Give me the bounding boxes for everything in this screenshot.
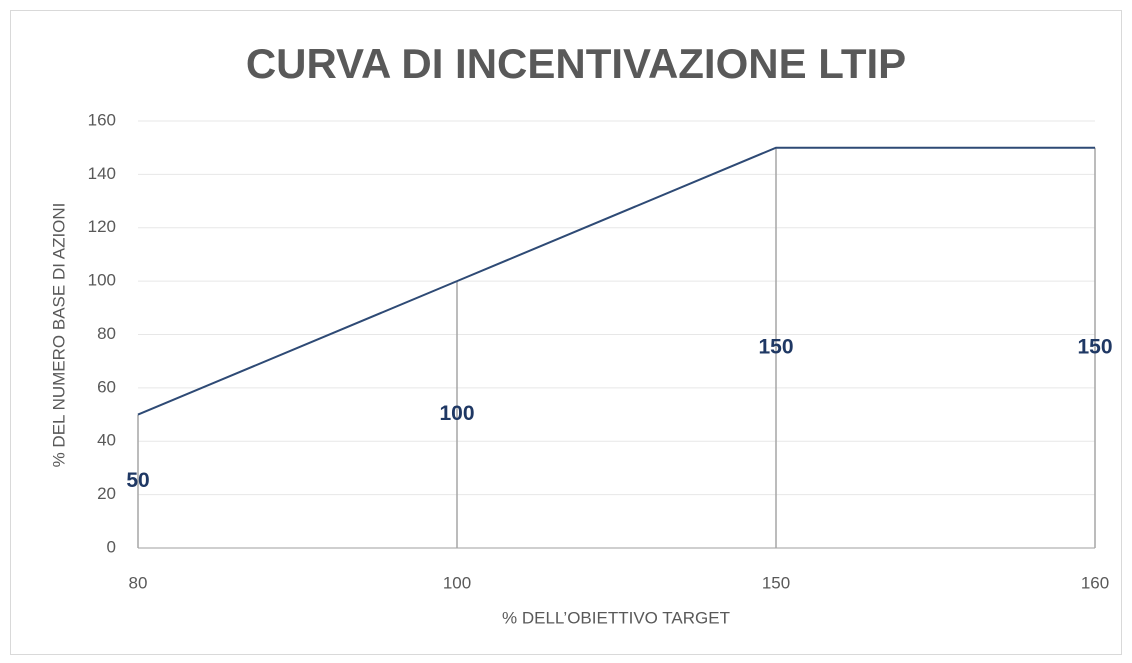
y-axis-label: % DEL NUMERO BASE DI AZIONI	[49, 203, 68, 468]
x-tick-label: 80	[129, 573, 148, 592]
y-tick-label: 80	[97, 324, 116, 343]
x-tick-label: 100	[443, 573, 471, 592]
x-tick-label: 160	[1081, 573, 1109, 592]
y-tick-label: 120	[88, 217, 116, 236]
chart-border	[10, 10, 1122, 655]
y-tick-label: 140	[88, 164, 116, 183]
y-tick-label: 20	[97, 484, 116, 503]
x-tick-label: 150	[762, 573, 790, 592]
chart-title: CURVA DI INCENTIVAZIONE LTIP	[246, 40, 906, 87]
y-tick-label: 40	[97, 431, 116, 450]
series-line	[137, 146, 1095, 416]
x-axis-label: % DELL’OBIETTIVO TARGET	[502, 608, 730, 627]
data-label: 100	[439, 402, 474, 425]
data-label: 50	[126, 469, 149, 492]
y-tick-label: 100	[88, 271, 116, 290]
data-label: 150	[1077, 335, 1112, 358]
y-tick-label: 160	[88, 110, 116, 129]
data-label: 150	[758, 335, 793, 358]
y-tick-label: 60	[97, 377, 116, 396]
y-tick-label: 0	[107, 537, 116, 556]
